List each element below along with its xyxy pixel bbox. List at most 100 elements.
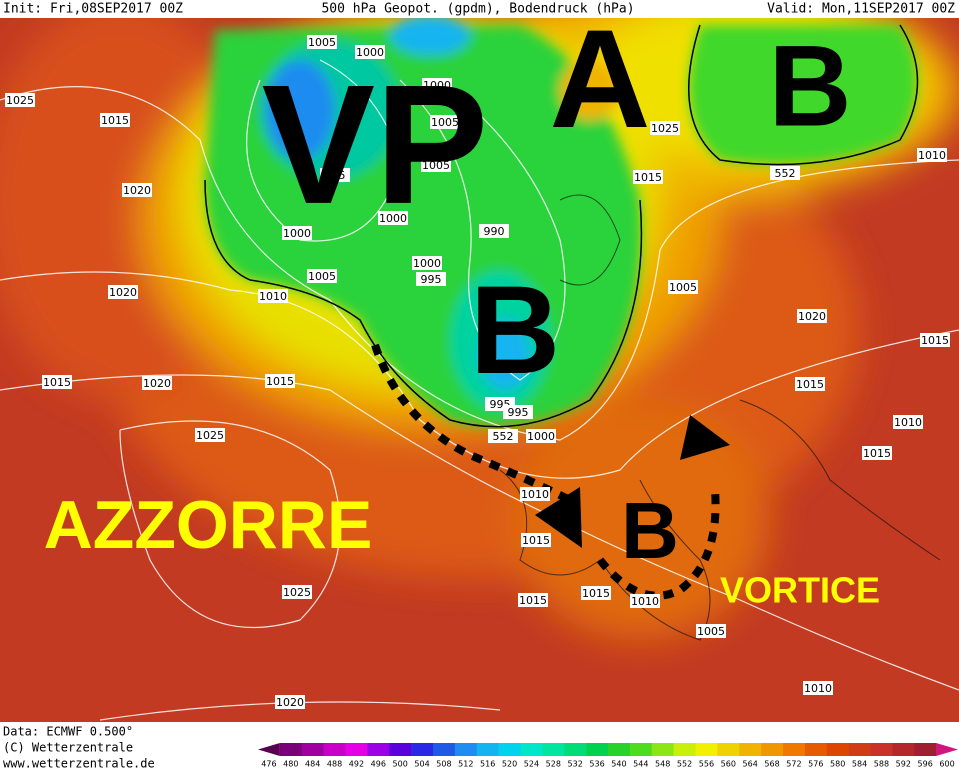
isobar-label: 1010: [804, 682, 832, 695]
map-field: 1005 1000 1025 1015 1000 1005 1005 995 1025 1010 5…: [0, 0, 959, 722]
isobar-label: 1015: [522, 534, 550, 547]
colorbar-label: 592: [896, 760, 911, 769]
isobar-label-box: [42, 375, 72, 389]
colorbar-swatch: [411, 743, 434, 756]
colorbar-label: 568: [764, 760, 779, 769]
isobar-label-box: [430, 115, 460, 129]
colorbar-swatch: [301, 743, 324, 756]
colorbar-swatch: [564, 743, 587, 756]
isobar-label-box: [5, 93, 35, 107]
colorbar-swatch: [476, 743, 499, 756]
isobar-label-box: [797, 309, 827, 323]
colorbar-swatch: [936, 743, 958, 756]
colorbar-swatch: [651, 743, 674, 756]
colorbar-label: 484: [305, 760, 320, 769]
colorbar-label: 528: [546, 760, 561, 769]
isobar-label-box: [581, 586, 611, 600]
isobar-label: 1020: [123, 184, 151, 197]
colorbar-label: 496: [371, 760, 386, 769]
colorbar-label: 596: [918, 760, 933, 769]
isobar-label: 1010: [918, 149, 946, 162]
colorbar-label: 572: [786, 760, 801, 769]
colorbar-swatch: [608, 743, 631, 756]
isobar-label-box: [696, 624, 726, 638]
isobar-label: 1020: [109, 286, 137, 299]
isobar-label: 1010: [521, 488, 549, 501]
isobar-label-box: [770, 166, 800, 180]
isobar-label: 1020: [798, 310, 826, 323]
isobar-label: 1015: [634, 171, 662, 184]
colorbar-swatch: [870, 743, 893, 756]
colorbar-swatch: [258, 743, 280, 756]
isobar-label-box: [265, 374, 295, 388]
isobar-label-box: [320, 168, 350, 182]
colorbar-label: 584: [852, 760, 867, 769]
colorbar-swatch: [914, 743, 937, 756]
isobar-label-box: [668, 280, 698, 294]
isobar-label: 1005: [308, 270, 336, 283]
isobar-label-box: [795, 377, 825, 391]
isobar-label-box: [526, 429, 556, 443]
isobar-label: 1015: [43, 376, 71, 389]
colorbar-label: 588: [874, 760, 889, 769]
isobar-label: 1000: [379, 212, 407, 225]
contour-552: [204, 179, 643, 428]
colorbar-swatch: [892, 743, 915, 756]
arrow-head: [680, 415, 730, 460]
colorbar-swatch: [345, 743, 368, 756]
isobar-label-box: [378, 211, 408, 225]
colorbar-label: 548: [655, 760, 670, 769]
isobar-label-box: [630, 594, 660, 608]
isobar-label-box: [893, 415, 923, 429]
colorbar-swatch: [673, 743, 696, 756]
arrow-head: [535, 487, 582, 548]
colorbar-swatch: [695, 743, 718, 756]
isobar-label: 1000: [283, 227, 311, 240]
isobar-label: 1015: [921, 334, 949, 347]
header-valid: Valid: Mon,11SEP2017 00Z: [767, 2, 955, 17]
isobar-label-box: [355, 45, 385, 59]
isobar-label: 552: [493, 430, 514, 443]
colorbar-label: 504: [414, 760, 429, 769]
label-low: B: [768, 22, 851, 150]
isobar-label: 1015: [519, 594, 547, 607]
isobar-label: 1020: [276, 696, 304, 709]
isobar-label: 1015: [863, 447, 891, 460]
isobar-label: 552: [775, 167, 796, 180]
isobar-label-box: [307, 269, 337, 283]
isobar-label-box: [108, 285, 138, 299]
isobar-label-box: [488, 429, 518, 443]
isobar-label: 1025: [6, 94, 34, 107]
isobar-label-box: [195, 428, 225, 442]
isobar-label: 1020: [143, 377, 171, 390]
colorbar-label: 524: [524, 760, 539, 769]
label-high: A: [549, 0, 650, 157]
isobar-label-box: [142, 376, 172, 390]
isobar-label: 1005: [308, 36, 336, 49]
isobar-label: 1000: [527, 430, 555, 443]
isobar-label-box: [282, 585, 312, 599]
isobar-label-box: [862, 446, 892, 460]
isobar-label-box: [307, 35, 337, 49]
isobar-label: 1005: [431, 116, 459, 129]
isobar-label: 995: [508, 406, 529, 419]
colorbar-swatch: [848, 743, 871, 756]
isobar-label: 1025: [196, 429, 224, 442]
colorbar-label: 580: [830, 760, 845, 769]
colorbar-label: 560: [721, 760, 736, 769]
trajectory-arrows: [371, 343, 720, 600]
colorbar-label: 552: [677, 760, 692, 769]
isobar-label-box: [520, 487, 550, 501]
colorbar-swatch: [826, 743, 849, 756]
isobar-label-box: [122, 183, 152, 197]
colorbar-swatch: [717, 743, 740, 756]
colorbar-label: 564: [743, 760, 758, 769]
colorbar-swatch: [454, 743, 478, 756]
isobar-label: 995: [325, 169, 346, 182]
label-azores: AZZORRE: [44, 487, 373, 563]
isobar-label: 995: [421, 273, 442, 286]
isobar-label-box: [650, 121, 680, 135]
isobar-label: 1010: [894, 416, 922, 429]
colorbar-label: 488: [327, 760, 342, 769]
